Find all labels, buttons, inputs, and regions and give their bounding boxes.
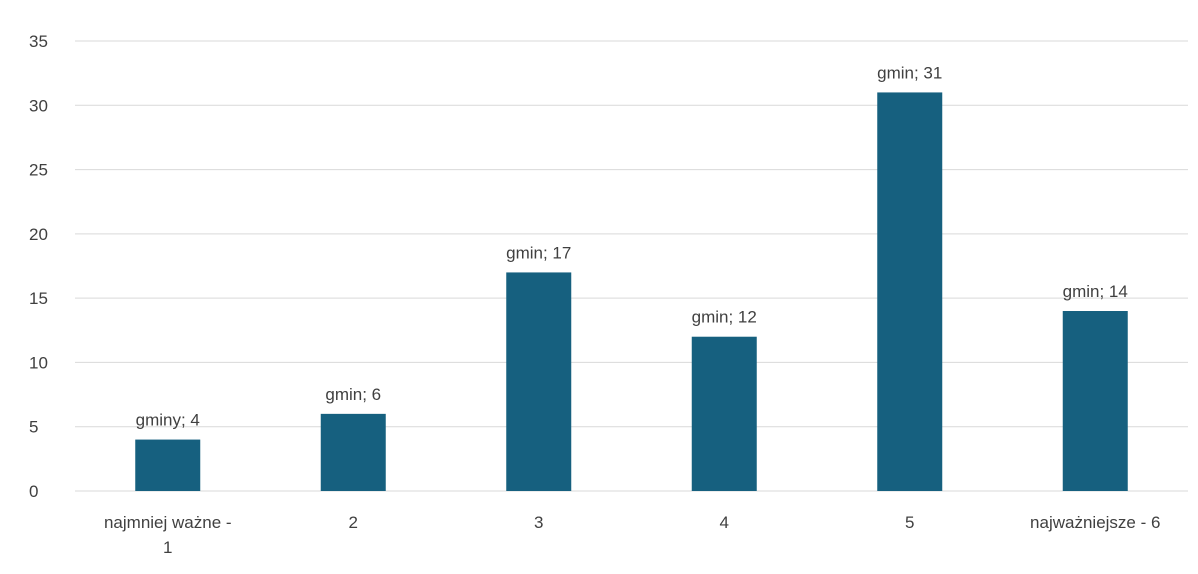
data-label: gminy; 4: [136, 411, 200, 430]
bars: [135, 92, 1128, 491]
bar: [877, 92, 943, 491]
x-category-label: 3: [534, 513, 543, 532]
x-category-label: najważniejsze - 6: [1030, 513, 1160, 532]
y-tick-label: 15: [29, 289, 48, 308]
data-label: gmin; 6: [325, 385, 381, 404]
y-axis-tick-labels: 0 5 10 15 20 25 30 35: [29, 32, 48, 501]
bar: [135, 439, 201, 491]
bar: [1062, 311, 1128, 491]
data-label: gmin; 14: [1063, 282, 1128, 301]
y-tick-label: 25: [29, 161, 48, 180]
y-tick-label: 0: [29, 482, 38, 501]
bar: [320, 413, 386, 491]
x-category-label: najmniej ważne -1: [104, 513, 232, 557]
data-label: gmin; 17: [506, 243, 571, 262]
y-tick-label: 35: [29, 32, 48, 51]
x-category-label: 2: [349, 513, 358, 532]
gridlines: [75, 40, 1188, 492]
x-category-label: 5: [905, 513, 914, 532]
y-tick-label: 30: [29, 96, 48, 115]
data-label: gmin; 31: [877, 63, 942, 82]
data-labels: gminy; 4 gmin; 6 gmin; 17 gmin; 12 gmin; 31 g…: [136, 63, 1128, 429]
x-axis-category-labels: najmniej ważne -1 2 3 4 5 najważniejsze - 6: [104, 513, 1160, 557]
data-label: gmin; 12: [692, 308, 757, 327]
y-tick-label: 10: [29, 353, 48, 372]
bar: [506, 272, 572, 491]
y-tick-label: 5: [29, 418, 38, 437]
x-category-label: 4: [720, 513, 729, 532]
bar: [691, 336, 757, 491]
y-tick-label: 20: [29, 225, 48, 244]
